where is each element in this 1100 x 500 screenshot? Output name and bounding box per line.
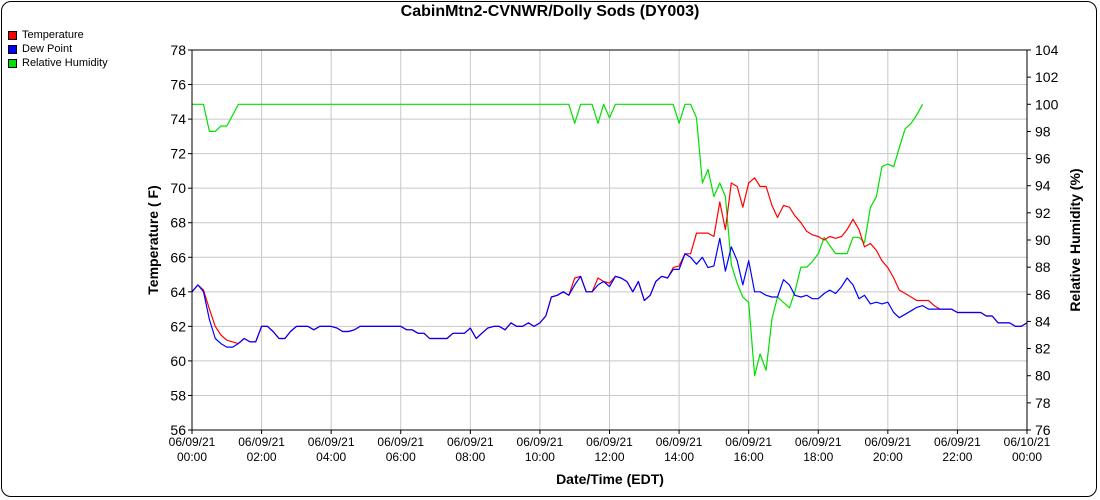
y-tick-label: 72 bbox=[170, 146, 186, 162]
legend-item-dew-point: Dew Point bbox=[8, 42, 108, 56]
y-tick-label: 56 bbox=[170, 422, 186, 438]
x-tick-label-date: 06/09/21 bbox=[725, 435, 772, 449]
y2-tick-label: 96 bbox=[1035, 151, 1051, 167]
y2-tick-label: 86 bbox=[1035, 286, 1051, 302]
x-tick-label-time: 04:00 bbox=[316, 450, 346, 464]
y2-tick-label: 82 bbox=[1035, 341, 1051, 357]
x-tick-label-time: 08:00 bbox=[455, 450, 485, 464]
y2-tick-label: 84 bbox=[1035, 313, 1051, 329]
series-line-relative-humidity bbox=[192, 103, 924, 377]
x-tick-label-date: 06/09/21 bbox=[934, 435, 981, 449]
x-axis-label: Date/Time (EDT) bbox=[556, 471, 664, 487]
x-tick-label-date: 06/09/21 bbox=[238, 435, 285, 449]
y2-tick-label: 100 bbox=[1035, 96, 1059, 112]
y2-tick-label: 80 bbox=[1035, 368, 1051, 384]
legend-item-temperature: Temperature bbox=[8, 28, 108, 42]
y-tick-label: 66 bbox=[170, 249, 186, 265]
y2-tick-label: 98 bbox=[1035, 123, 1051, 139]
x-tick-label-date: 06/09/21 bbox=[517, 435, 564, 449]
y-tick-label: 64 bbox=[170, 284, 186, 300]
y-tick-label: 58 bbox=[170, 387, 186, 403]
legend-label-relative-humidity: Relative Humidity bbox=[22, 57, 108, 69]
chart-title: CabinMtn2-CVNWR/Dolly Sods (DY003) bbox=[400, 3, 700, 20]
x-tick-label-time: 12:00 bbox=[594, 450, 624, 464]
x-tick-label-time: 00:00 bbox=[177, 450, 207, 464]
x-tick-label-date: 06/09/21 bbox=[864, 435, 911, 449]
y-tick-label: 70 bbox=[170, 180, 186, 196]
y-tick-label: 68 bbox=[170, 215, 186, 231]
y-axis-left-label: Temperature ( F) bbox=[145, 185, 161, 294]
x-tick-label-time: 02:00 bbox=[247, 450, 277, 464]
y2-tick-label: 94 bbox=[1035, 178, 1051, 194]
y-tick-label: 76 bbox=[170, 77, 186, 93]
legend: Temperature Dew Point Relative Humidity bbox=[8, 28, 108, 70]
series-line-dew-point bbox=[191, 237, 1028, 348]
y2-tick-label: 90 bbox=[1035, 232, 1051, 248]
x-tick-label-time: 06:00 bbox=[386, 450, 416, 464]
series-layer bbox=[191, 103, 1028, 377]
y2-tick-label: 92 bbox=[1035, 205, 1051, 221]
x-tick-label-date: 06/10/21 bbox=[1004, 435, 1051, 449]
legend-label-temperature: Temperature bbox=[22, 29, 84, 41]
x-tick-label-date: 06/09/21 bbox=[447, 435, 494, 449]
legend-item-relative-humidity: Relative Humidity bbox=[8, 56, 108, 70]
x-tick-label-date: 06/09/21 bbox=[308, 435, 355, 449]
x-tick-label-date: 06/09/21 bbox=[586, 435, 633, 449]
y-axis-left-ticks: 56 58 60 62 64 66 68 70 72 74 76 78 bbox=[170, 42, 192, 438]
legend-label-dew-point: Dew Point bbox=[22, 43, 73, 55]
x-tick-label-date: 06/09/21 bbox=[656, 435, 703, 449]
y2-tick-label: 102 bbox=[1035, 69, 1059, 85]
x-tick-label-time: 20:00 bbox=[873, 450, 903, 464]
y-axis-right-ticks: 76 78 80 82 84 86 88 90 92 94 96 98 100 102 104 bbox=[1027, 42, 1059, 438]
x-tick-label-time: 14:00 bbox=[664, 450, 694, 464]
x-tick-label-date: 06/09/21 bbox=[795, 435, 842, 449]
legend-swatch-relative-humidity bbox=[8, 58, 17, 68]
x-tick-label-time: 16:00 bbox=[734, 450, 764, 464]
y2-tick-label: 104 bbox=[1035, 42, 1059, 58]
legend-swatch-temperature bbox=[8, 30, 17, 40]
y-axis-right-label: Relative Humidity (%) bbox=[1067, 168, 1083, 311]
x-tick-label-time: 18:00 bbox=[803, 450, 833, 464]
y-tick-label: 62 bbox=[170, 318, 186, 334]
legend-swatch-dew-point bbox=[8, 44, 17, 54]
x-tick-label-time: 10:00 bbox=[525, 450, 555, 464]
x-axis-ticks: 06/09/2100:0006/09/2102:0006/09/2104:000… bbox=[169, 430, 1051, 464]
y-tick-label: 78 bbox=[170, 42, 186, 58]
y2-tick-label: 88 bbox=[1035, 259, 1051, 275]
x-tick-label-time: 00:00 bbox=[1012, 450, 1042, 464]
y-tick-label: 74 bbox=[170, 111, 186, 127]
x-tick-label-date: 06/09/21 bbox=[169, 435, 216, 449]
x-tick-label-date: 06/09/21 bbox=[377, 435, 424, 449]
y2-tick-label: 76 bbox=[1035, 422, 1051, 438]
y2-tick-label: 78 bbox=[1035, 395, 1051, 411]
y-tick-label: 60 bbox=[170, 353, 186, 369]
x-tick-label-time: 22:00 bbox=[942, 450, 972, 464]
grid bbox=[191, 49, 1028, 431]
